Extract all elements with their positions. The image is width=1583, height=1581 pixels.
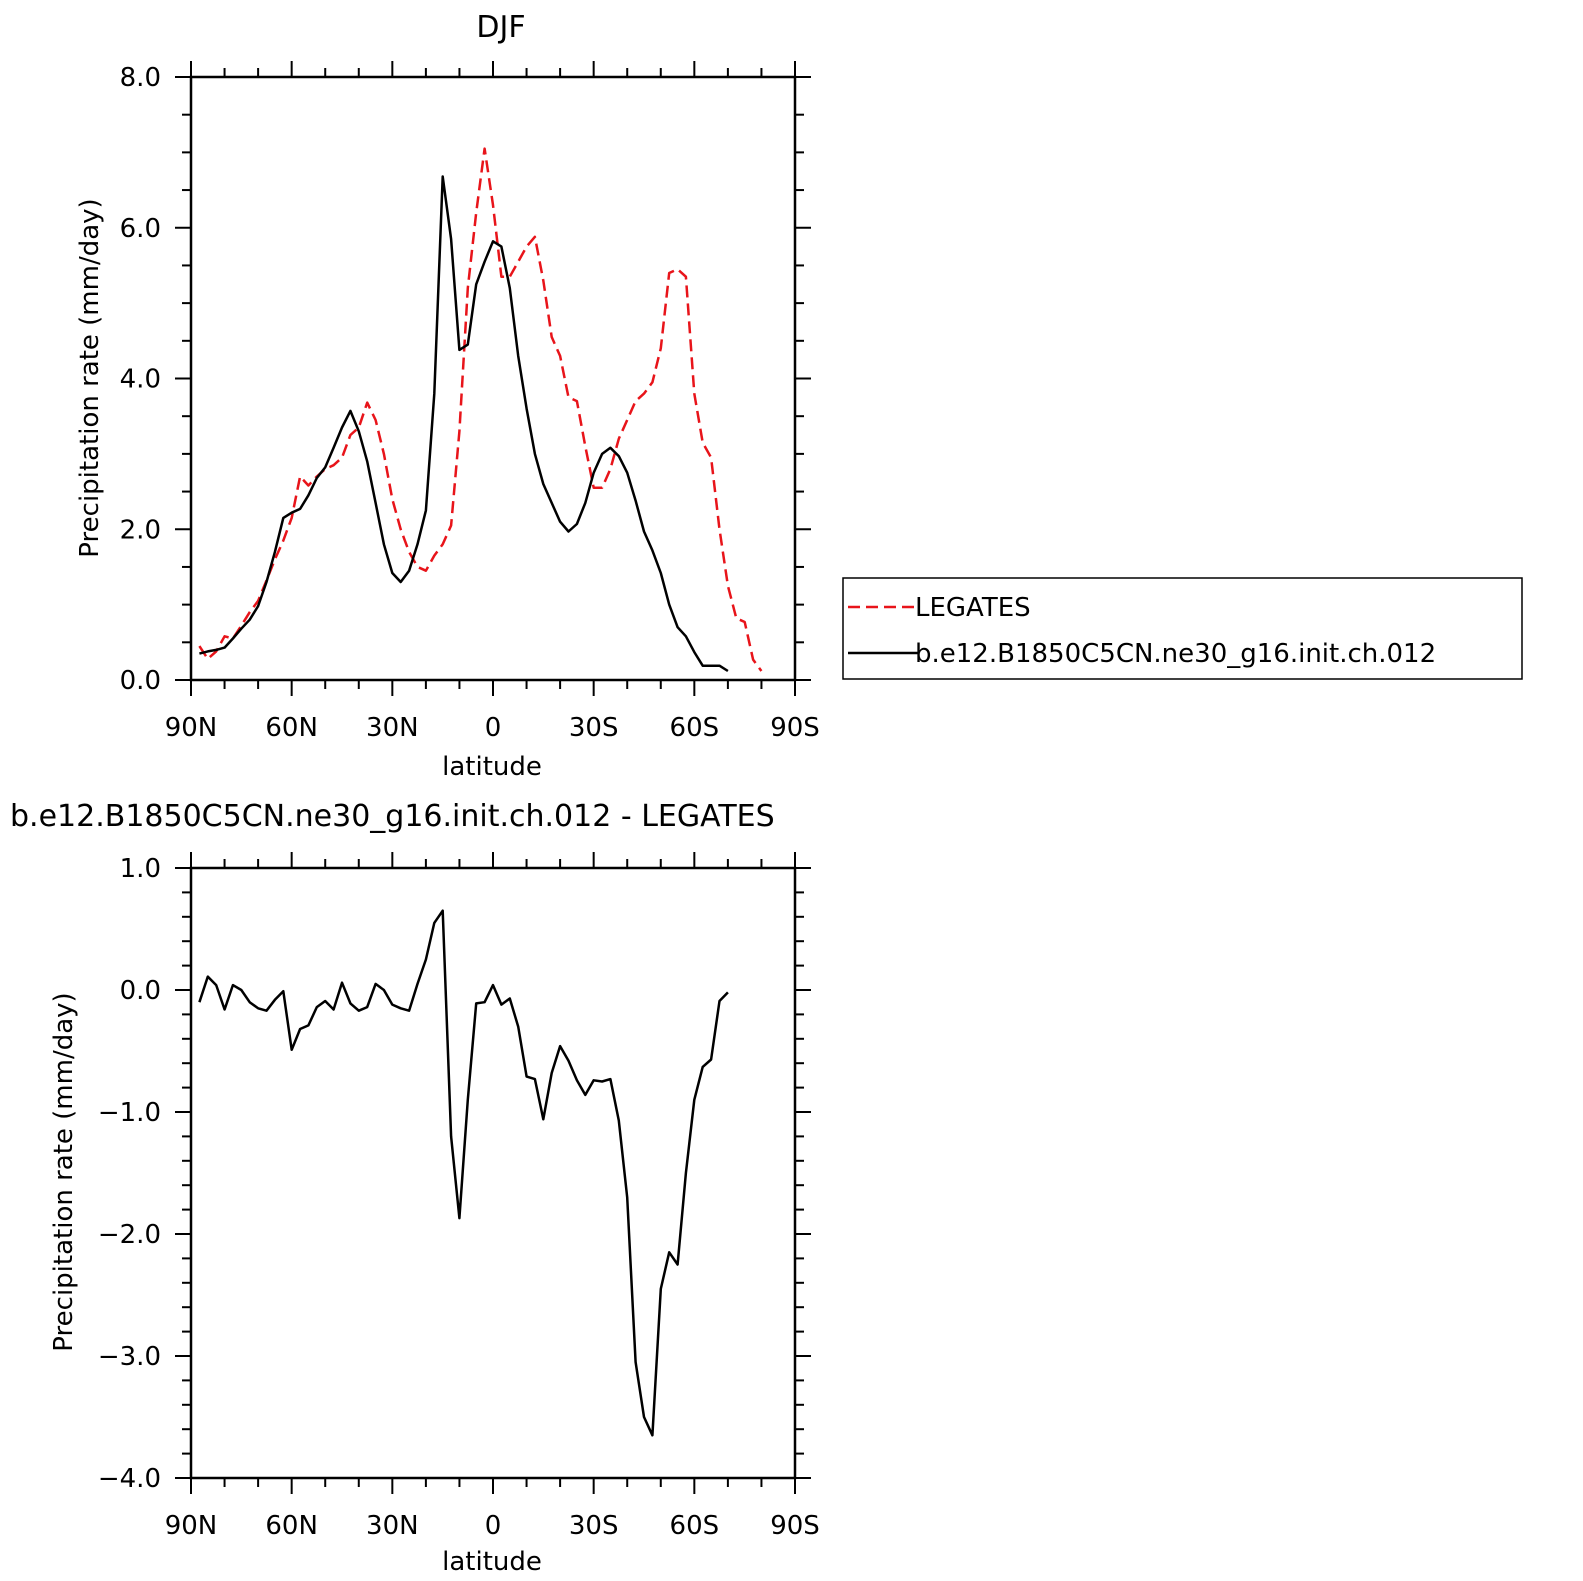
chart-panel-top: DJF 0.02.04.06.08.0 90N 60N 30N 0 30S 60S 90S … [75, 10, 1523, 782]
y-axis-label: Precipitation rate (mm/day) [49, 992, 79, 1351]
series-line-0 [198, 147, 763, 672]
x-axis-label: latitude [442, 752, 542, 782]
x-tick-label: 60S [670, 1511, 720, 1541]
series-line-1 [199, 175, 729, 673]
chart-title: DJF [476, 10, 525, 45]
y-tick-label: −4.0 [98, 1464, 161, 1494]
plot-area [198, 147, 763, 673]
plot-area [198, 909, 729, 1437]
legend: LEGATES b.e12.B1850C5CN.ne30_g16.init.ch… [842, 577, 1523, 680]
y-tick-label: 0.0 [120, 976, 161, 1006]
legend-label-model: b.e12.B1850C5CN.ne30_g16.init.ch.012 [915, 639, 1436, 669]
x-tick-label: 30N [366, 1511, 419, 1541]
chart-panel-bottom: b.e12.B1850C5CN.ne30_g16.init.ch.012 - L… [10, 799, 820, 1577]
x-tick-label: 60N [265, 1511, 318, 1541]
y-tick-label: 6.0 [120, 214, 161, 244]
y-tick-label: 1.0 [120, 854, 161, 884]
x-tick-label: 0 [485, 1511, 502, 1541]
x-tick-label: 90S [770, 713, 820, 743]
x-tick-label: 90S [770, 1511, 820, 1541]
x-axis: 90N 60N 30N 0 30S 60S 90S [165, 852, 820, 1541]
y-tick-label: −3.0 [98, 1342, 161, 1372]
x-tick-label: 0 [485, 713, 502, 743]
x-tick-label: 90N [165, 1511, 218, 1541]
y-tick-label: 2.0 [120, 515, 161, 545]
y-tick-label: −1.0 [98, 1098, 161, 1128]
x-tick-label: 30N [366, 713, 419, 743]
y-axis: −4.0 −3.0 −2.0 −1.0 0.0 1.0 [98, 854, 811, 1494]
x-tick-label: 30S [569, 713, 619, 743]
y-tick-label: −2.0 [98, 1220, 161, 1250]
y-tick-label: 8.0 [120, 63, 161, 93]
x-axis: 90N 60N 30N 0 30S 60S 90S [165, 61, 820, 743]
series-line-0 [198, 909, 729, 1437]
x-tick-label: 60S [670, 713, 720, 743]
x-tick-label: 60N [265, 713, 318, 743]
y-axis-label: Precipitation rate (mm/day) [75, 198, 105, 557]
y-tick-label: 0.0 [120, 666, 161, 696]
plot-frame [189, 866, 797, 1480]
y-tick-label: 4.0 [120, 365, 161, 395]
x-tick-label: 30S [569, 1511, 619, 1541]
legend-label-legates: LEGATES [915, 593, 1031, 623]
x-tick-label: 90N [165, 713, 218, 743]
chart-title: b.e12.B1850C5CN.ne30_g16.init.ch.012 - L… [10, 799, 775, 834]
y-axis: 0.0 2.0 4.0 6.0 8.0 [120, 63, 811, 696]
x-axis-label: latitude [442, 1547, 542, 1577]
plot-frame [189, 75, 797, 682]
legend-box [842, 577, 1523, 680]
